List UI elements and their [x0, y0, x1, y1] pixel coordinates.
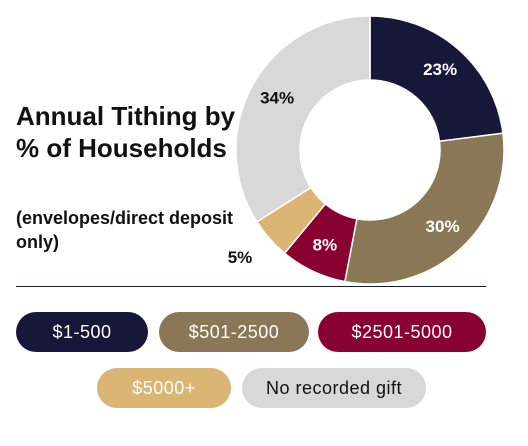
- legend-item-no-recorded-gift: No recorded gift: [242, 368, 426, 408]
- chart-title: Annual Tithing by % of Households: [16, 101, 236, 163]
- slice-label-501-2500: 30%: [426, 217, 460, 236]
- legend-item-1-500: $1-500: [16, 312, 148, 352]
- legend-item-2501-5000: $2501-5000: [318, 312, 486, 352]
- slice-label-2501-5000: 8%: [313, 235, 338, 254]
- donut-chart: 23% 30% 8% 5% 34%: [228, 15, 505, 285]
- slice-501-2500: [344, 132, 505, 285]
- chart-subtitle: (envelopes/direct deposit only): [16, 208, 234, 252]
- slice-label-no-recorded-gift: 34%: [260, 88, 294, 107]
- slice-label-5000-plus: 5%: [228, 248, 253, 267]
- slice-no-recorded-gift: [235, 15, 371, 223]
- divider: [16, 286, 486, 287]
- legend-item-501-2500: $501-2500: [159, 312, 309, 352]
- legend-item-5000-plus: $5000+: [97, 368, 231, 408]
- slice-1-500: [369, 15, 504, 143]
- slice-label-1-500: 23%: [423, 60, 457, 79]
